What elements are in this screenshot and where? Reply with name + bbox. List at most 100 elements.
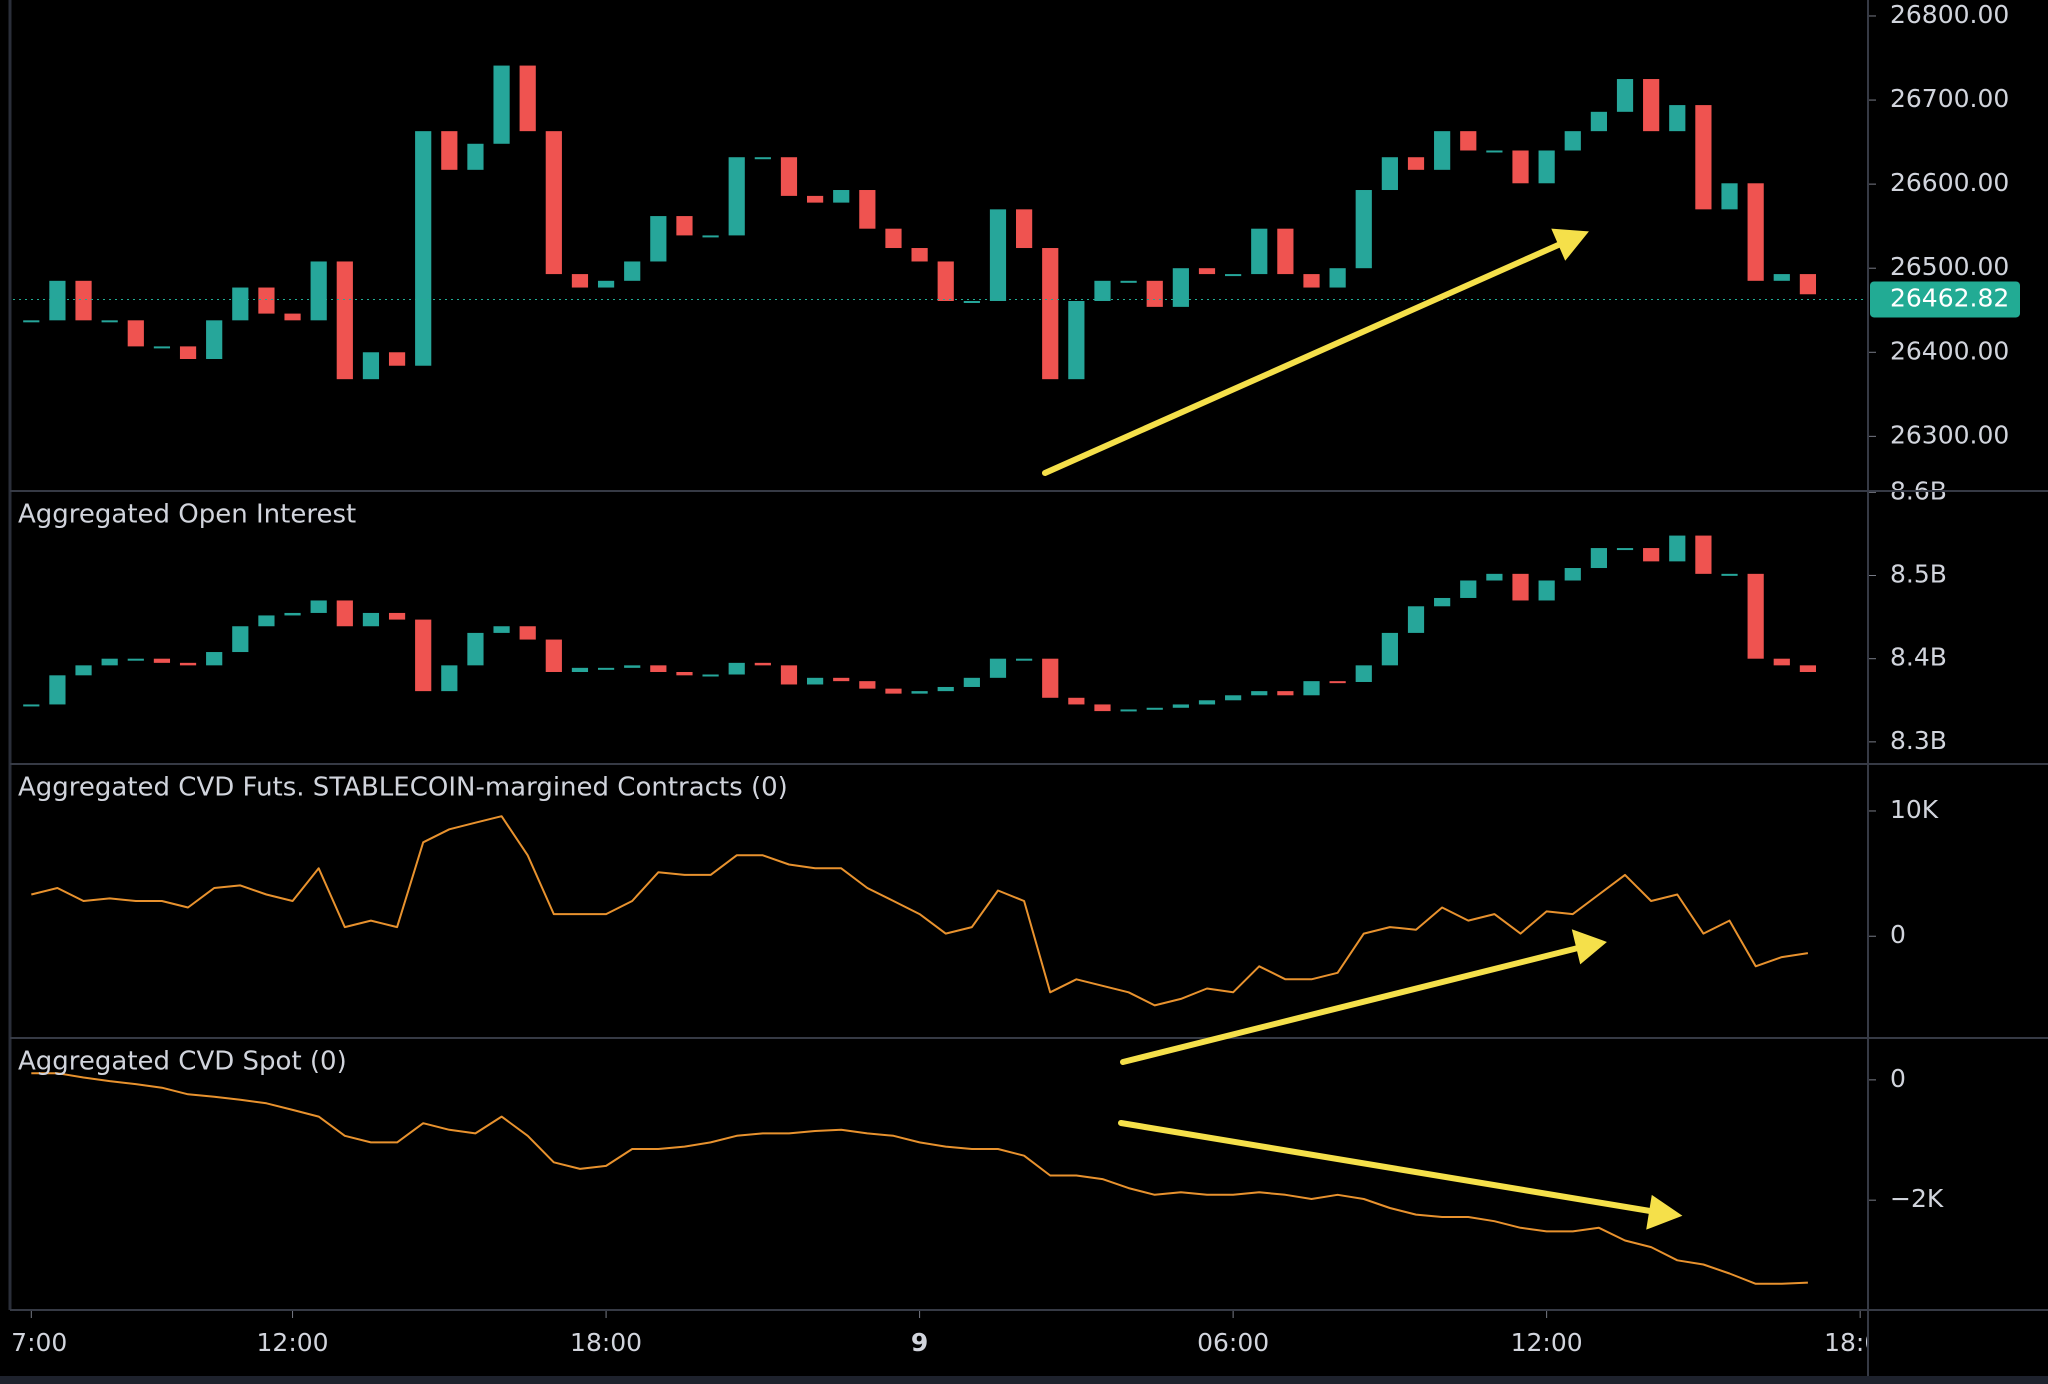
candle — [780, 665, 798, 685]
candle — [493, 626, 510, 633]
candle — [1616, 79, 1634, 112]
candle — [1094, 280, 1111, 301]
candle — [1016, 658, 1033, 661]
plot-area — [13, 65, 1868, 1285]
trend-arrow — [1120, 944, 1585, 1065]
x-tick-label: 18:00 — [1824, 1328, 1896, 1357]
pane-title: Aggregated Open Interest — [18, 500, 356, 530]
y-tick-label: 26300.00 — [1890, 420, 2009, 449]
candle — [1251, 228, 1268, 275]
pane-title: Aggregated CVD Spot (0) — [18, 1047, 347, 1077]
candle — [1277, 228, 1294, 275]
candle — [362, 612, 380, 627]
candle — [310, 261, 327, 321]
candle — [1016, 209, 1033, 249]
candle — [1434, 597, 1451, 607]
candle — [1486, 150, 1503, 153]
candle — [597, 280, 615, 288]
candle — [1381, 632, 1398, 666]
candle — [388, 352, 406, 366]
candle — [833, 677, 850, 682]
last-price-badge — [1870, 281, 2020, 318]
candle — [650, 665, 667, 673]
candle — [1538, 150, 1555, 184]
y-tick-label: 26800.00 — [1890, 0, 2009, 29]
candle — [624, 261, 641, 281]
y-tick-label: 8.4B — [1890, 643, 1947, 672]
candle — [1486, 573, 1503, 581]
cvd-line — [31, 815, 1809, 1007]
candle — [989, 658, 1007, 678]
y-tick-label: 26500.00 — [1890, 252, 2009, 281]
annotations — [1042, 228, 1683, 1230]
candle — [1695, 105, 1712, 210]
candle — [833, 190, 850, 203]
candle — [206, 652, 223, 666]
trend-arrow — [1042, 239, 1568, 476]
axis-labels: 26300.00 26400.00 26500.00 26600.00 26700.00… — [18, 0, 2020, 1318]
candle — [179, 662, 197, 666]
candle — [258, 615, 275, 627]
candle — [127, 320, 144, 347]
arrow-head — [1551, 228, 1589, 261]
candle — [23, 320, 40, 323]
candle — [911, 248, 928, 262]
candle — [336, 600, 353, 627]
candle — [702, 235, 719, 238]
candle — [310, 600, 327, 613]
candle — [1616, 548, 1634, 551]
candle — [571, 274, 589, 288]
y-tick-label: 0 — [1890, 920, 1906, 949]
arrow-head — [1571, 929, 1607, 965]
candle — [1460, 131, 1477, 151]
y-tick-label: −2K — [1890, 1184, 1944, 1213]
candle — [728, 157, 745, 236]
candle — [1669, 535, 1686, 562]
candle — [467, 632, 484, 666]
y-tick-label: 8.3B — [1890, 726, 1947, 755]
candle — [75, 665, 92, 676]
frame-bottom — [0, 1376, 2048, 1384]
candle — [258, 287, 275, 314]
candle — [49, 280, 66, 321]
candle — [885, 228, 902, 249]
candle — [519, 626, 536, 640]
candle — [284, 612, 301, 616]
candle — [1172, 268, 1189, 307]
candle — [1799, 274, 1817, 295]
candle — [206, 320, 223, 360]
candle — [101, 320, 118, 323]
candle — [1225, 695, 1242, 701]
candle — [859, 190, 876, 229]
candle — [885, 688, 902, 694]
candle — [1251, 691, 1268, 696]
candle — [989, 209, 1007, 301]
candle — [1146, 707, 1163, 710]
candle — [1198, 268, 1216, 275]
candle — [1068, 300, 1085, 380]
candle — [1120, 280, 1137, 283]
candle — [415, 619, 432, 692]
candle — [1042, 658, 1059, 698]
candle — [1355, 190, 1372, 269]
candle — [545, 131, 562, 275]
candle — [937, 261, 954, 301]
time-axis: 07:00 12:00 18:00 9 06:00 12:00 18:00 — [13, 1328, 1896, 1357]
candle — [1146, 280, 1163, 307]
candle — [1120, 709, 1137, 712]
candle — [1669, 105, 1686, 132]
candle — [1564, 568, 1581, 581]
candle — [1329, 268, 1346, 288]
candle — [1512, 573, 1529, 601]
candle — [937, 686, 954, 692]
cvd-line — [31, 1072, 1808, 1285]
x-tick-label: 9 — [911, 1328, 928, 1357]
y-tick-label: 8.5B — [1890, 560, 1947, 589]
trend-arrow — [1118, 1120, 1659, 1215]
candle — [859, 681, 876, 689]
candle — [676, 216, 693, 236]
candle — [571, 667, 589, 673]
candle — [232, 287, 249, 321]
candle — [1512, 150, 1529, 184]
